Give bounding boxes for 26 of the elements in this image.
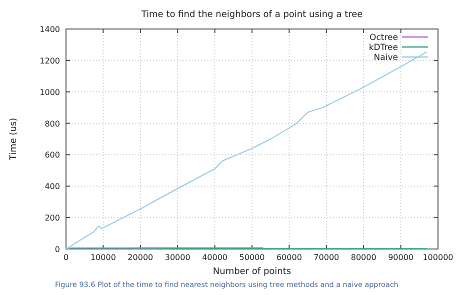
y-tick-label: 1400 xyxy=(40,25,60,34)
x-tick-label: 20000 xyxy=(128,253,154,262)
legend-label: Naive xyxy=(374,53,398,63)
y-tick-label: 0 xyxy=(54,245,60,254)
x-tick-label: 80000 xyxy=(350,253,376,262)
x-axis-title: Number of points xyxy=(212,267,292,277)
y-tick-label: 200 xyxy=(44,214,60,223)
x-tick-label: 50000 xyxy=(239,253,265,262)
x-tick-label: 90000 xyxy=(388,253,414,262)
line-series xyxy=(66,51,428,250)
y-tick-label: 1000 xyxy=(40,88,60,97)
x-tick-label: 70000 xyxy=(314,253,340,262)
y-axis-title: Time (us) xyxy=(9,118,19,162)
y-tick-label: 800 xyxy=(44,119,60,128)
y-tick-label: 400 xyxy=(44,182,60,192)
x-tick-label: 10000 xyxy=(90,253,116,262)
x-tick-label: 40000 xyxy=(202,253,228,262)
y-tick-label: 1200 xyxy=(40,56,60,66)
chart-title: Time to find the neighbors of a point using a tree xyxy=(140,10,364,20)
x-tick-label: 30000 xyxy=(164,253,190,262)
x-tick-label: 100000 xyxy=(422,253,454,262)
legend-label: Octree xyxy=(370,33,398,43)
legend-label: kDTree xyxy=(368,43,398,53)
x-tick-label: 0 xyxy=(63,253,69,262)
x-tick-label: 60000 xyxy=(276,253,302,262)
y-tick-label: 600 xyxy=(44,150,60,160)
